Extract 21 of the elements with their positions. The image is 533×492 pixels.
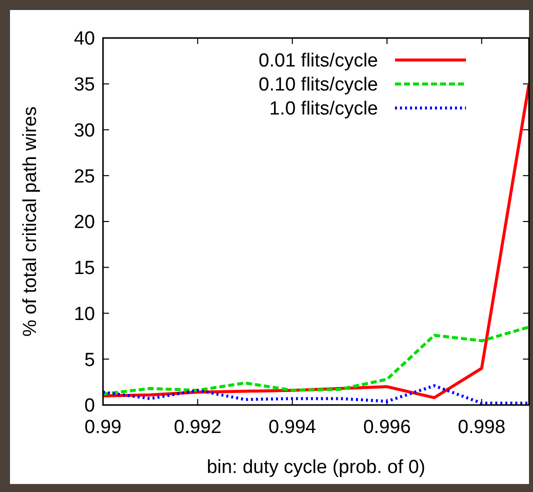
legend-label: 1.0 flits/cycle	[269, 98, 378, 120]
y-axis-title: % of total critical path wires	[20, 106, 41, 337]
x-tick-label: 0.99	[84, 417, 122, 438]
x-axis-title: bin: duty cycle (prob. of 0)	[206, 457, 426, 478]
y-tick-label: 30	[74, 120, 95, 142]
x-tick-label: 0.998	[458, 417, 506, 438]
line-series	[102, 326, 530, 396]
y-tick-label: 20	[74, 212, 95, 234]
x-tick-label: 0.992	[174, 417, 222, 438]
legend-label: 0.01 flits/cycle	[258, 50, 378, 72]
y-tick-label: 15	[74, 258, 95, 280]
y-tick-label: 10	[74, 304, 95, 325]
y-tick-label: 40	[74, 28, 95, 50]
y-tick-label: 0	[84, 396, 95, 417]
y-tick-label: 5	[84, 350, 95, 371]
line-series	[102, 384, 530, 405]
y-tick-label: 25	[74, 166, 95, 188]
x-tick-label: 0.994	[268, 417, 317, 438]
legend-label: 0.10 flits/cycle	[258, 74, 378, 96]
x-tick-label: 0.996	[363, 417, 411, 438]
y-tick-label: 35	[74, 74, 95, 96]
